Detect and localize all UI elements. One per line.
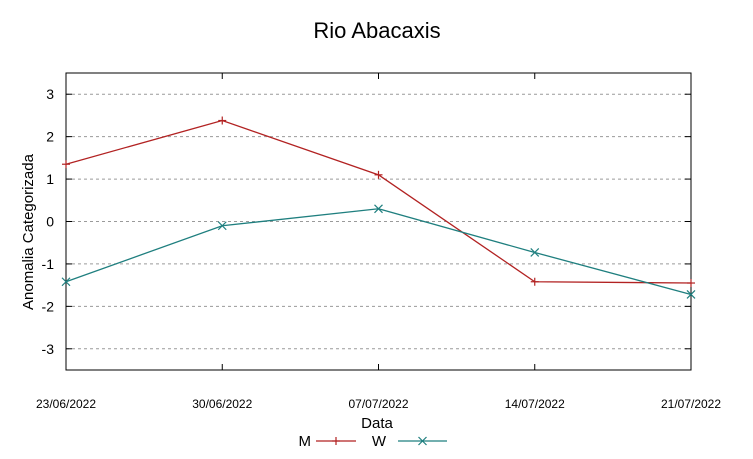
x-axis-label: Data <box>361 415 393 432</box>
data-point-W <box>217 221 227 231</box>
legend-marker-W <box>418 436 427 446</box>
legend-marker-M <box>332 437 340 445</box>
series-line-M <box>65 119 692 284</box>
data-point-M <box>687 279 695 288</box>
data-point-M <box>374 170 383 179</box>
chart-title: Rio Abacaxis <box>313 18 440 43</box>
data-point-M <box>62 160 70 169</box>
x-tick-label: 14/07/2022 <box>505 397 565 411</box>
y-tick-label: 2 <box>46 129 54 145</box>
data-point-M <box>218 116 227 125</box>
y-tick-label: 3 <box>46 86 54 102</box>
x-tick-label: 07/07/2022 <box>348 397 408 411</box>
data-point-W <box>530 248 540 257</box>
series-group <box>61 116 696 299</box>
y-tick-label: -1 <box>42 256 55 272</box>
data-point-W <box>61 277 71 287</box>
data-point-W-stroke <box>686 290 696 299</box>
y-axis-label: Anomalia Categorizada <box>20 153 37 310</box>
grid-lines <box>66 93 691 350</box>
legend-marker-W-stroke <box>418 436 427 446</box>
x-tick-label: 30/06/2022 <box>192 397 252 411</box>
data-point-M <box>530 277 539 286</box>
y-axis-ticks: 3 2 1 0 -1 -2 -3 <box>42 86 691 357</box>
data-point-W-stroke <box>374 204 383 214</box>
series-W <box>61 204 696 299</box>
x-tick-label: 23/06/2022 <box>36 397 96 411</box>
x-tick-label: 21/07/2022 <box>661 397 721 411</box>
y-tick-label: 0 <box>46 214 54 230</box>
y-tick-label: -2 <box>42 298 55 314</box>
data-point-W <box>374 204 383 214</box>
data-point-W-stroke <box>61 277 71 287</box>
data-point-W-stroke <box>217 221 227 231</box>
y-tick-label: 1 <box>46 171 54 187</box>
data-point-W <box>686 290 696 299</box>
series-M <box>62 116 695 288</box>
y-tick-label: -3 <box>42 341 55 357</box>
data-point-W-stroke <box>530 248 540 257</box>
legend-label-M: M <box>299 433 312 450</box>
legend-label-W: W <box>372 433 387 450</box>
x-axis-ticks: 23/06/2022 30/06/2022 07/07/2022 14/07/2022… <box>36 73 721 411</box>
